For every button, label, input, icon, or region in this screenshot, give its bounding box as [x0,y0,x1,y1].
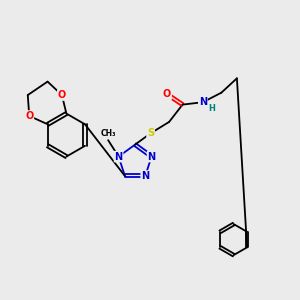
Text: N: N [115,152,123,162]
Text: O: O [163,89,171,99]
Text: O: O [25,111,33,121]
Text: O: O [58,90,66,100]
Text: S: S [147,128,154,138]
Text: CH₃: CH₃ [100,129,116,138]
Text: N: N [148,152,156,162]
Text: H: H [208,104,215,113]
Text: N: N [141,171,149,181]
Text: N: N [199,97,207,107]
